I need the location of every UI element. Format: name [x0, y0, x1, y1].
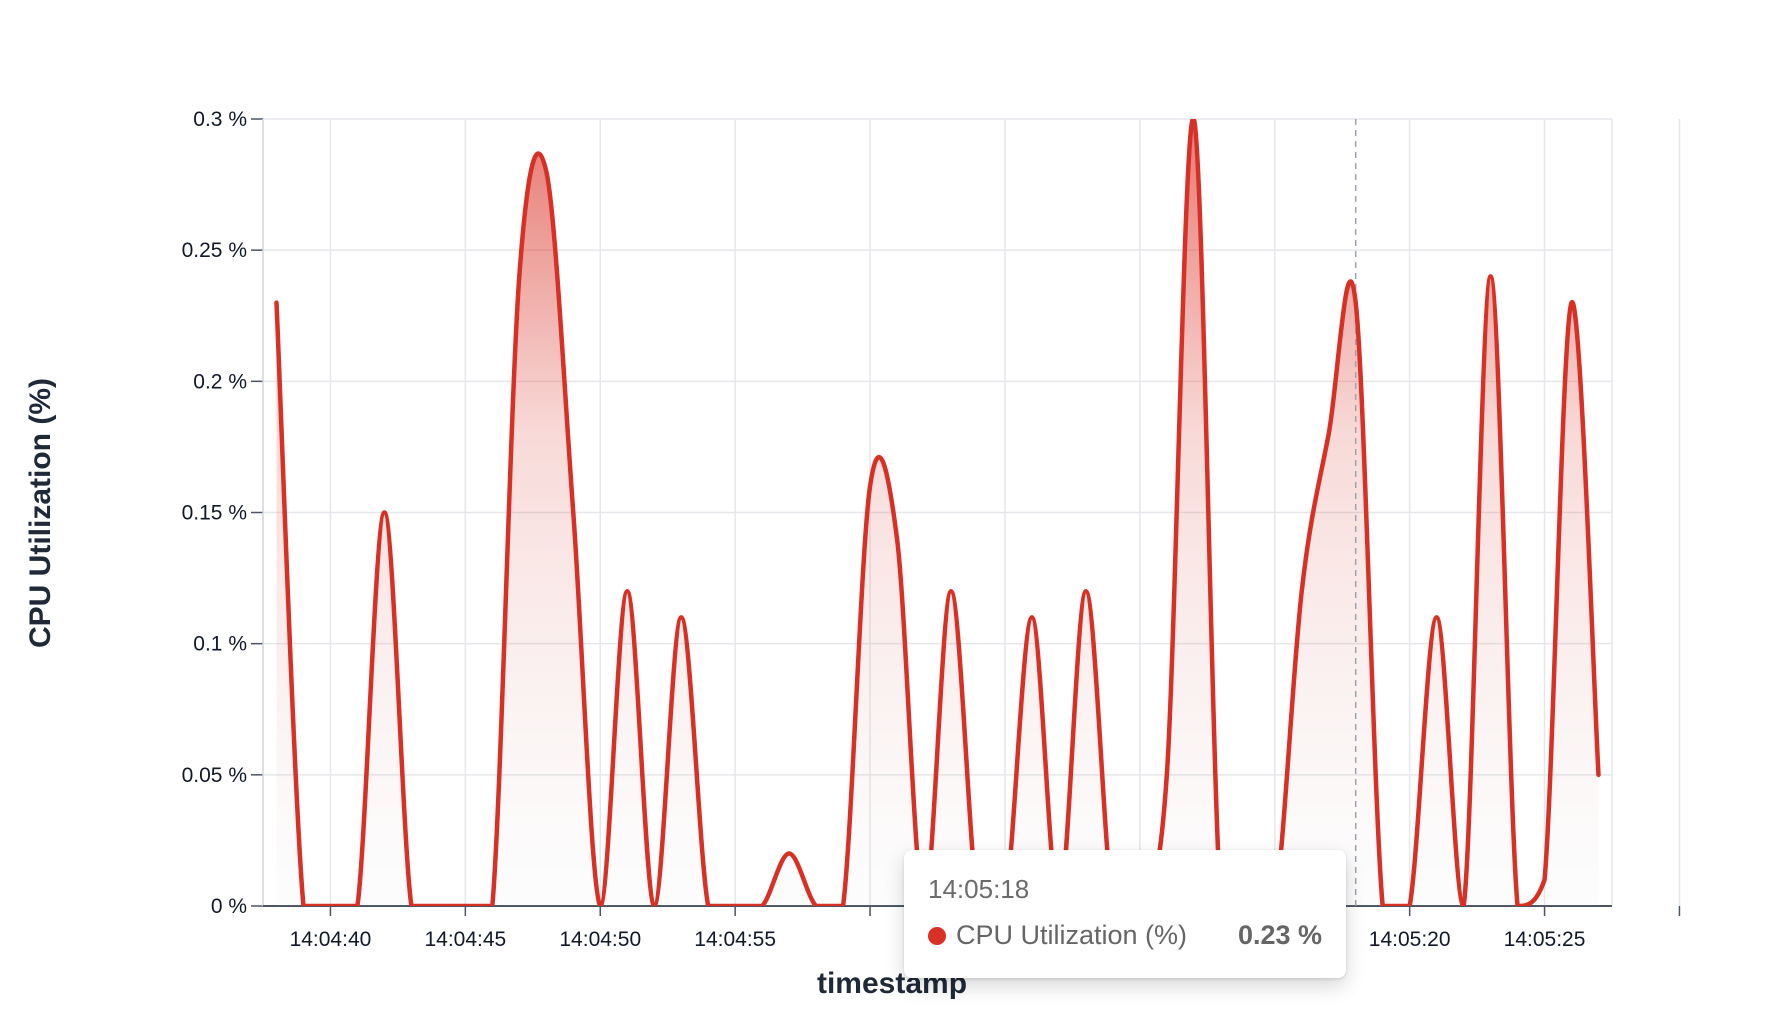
y-tick-label: 0.3 % [193, 108, 247, 131]
data-point[interactable] [1510, 898, 1526, 914]
data-point[interactable] [1537, 872, 1553, 888]
data-point[interactable] [484, 898, 500, 914]
data-point[interactable] [700, 898, 716, 914]
data-point[interactable] [1375, 898, 1391, 914]
data-point[interactable] [781, 846, 797, 862]
data-point[interactable] [808, 898, 824, 914]
x-tick-label: 14:05:20 [1369, 928, 1451, 951]
series-line-cpu-utilization [274, 119, 1601, 906]
grid-lines [263, 118, 1681, 906]
data-point[interactable] [619, 583, 635, 599]
data-point[interactable] [646, 898, 662, 914]
y-tick-label: 0.25 % [182, 239, 247, 262]
tooltip-value: 0.23 % [1237, 920, 1322, 950]
data-point[interactable] [1564, 295, 1580, 311]
x-tick-label: 14:04:55 [694, 928, 776, 951]
data-point[interactable] [1078, 583, 1094, 599]
data-point[interactable] [268, 295, 284, 311]
data-point[interactable] [1429, 609, 1445, 625]
data-point[interactable] [943, 583, 959, 599]
data-point[interactable] [673, 609, 689, 625]
y-tick-label: 0.1 % [193, 633, 247, 656]
data-point[interactable] [1024, 609, 1040, 625]
data-point[interactable] [889, 531, 905, 547]
y-tick-label: 0.15 % [182, 502, 247, 525]
data-point[interactable] [1348, 295, 1364, 311]
data-point[interactable] [403, 898, 419, 914]
tick-labels: 0 % 0.05 % 0.1 % 0.15 % 0.2 % 0.25 % 0.3 % 14:0… [182, 108, 1586, 951]
tooltip-timestamp: 14:05:18 [928, 874, 1030, 904]
data-point[interactable] [835, 898, 851, 914]
data-point[interactable] [349, 898, 365, 914]
tooltip-series-name: CPU Utilization (%) [956, 920, 1188, 950]
tooltip-series-dot [928, 926, 946, 945]
y-tick-label: 0.05 % [182, 764, 247, 787]
series-layer [268, 111, 1607, 914]
x-tick-label: 14:04:45 [424, 928, 506, 951]
x-tick-label: 14:04:50 [559, 928, 641, 951]
y-tick-label: 0.2 % [193, 370, 247, 393]
data-point[interactable] [1294, 583, 1310, 599]
data-point[interactable] [1483, 268, 1499, 284]
data-point[interactable] [430, 898, 446, 914]
data-point[interactable] [1159, 767, 1175, 783]
data-point[interactable] [1321, 426, 1337, 442]
data-point[interactable] [538, 163, 554, 179]
data-point[interactable] [1591, 767, 1607, 783]
y-tick-label: 0 % [211, 895, 247, 918]
hover-tooltip: 14:05:18 CPU Utilization (%) 0.23 % [904, 850, 1346, 978]
data-point[interactable] [565, 505, 581, 521]
data-point[interactable] [295, 898, 311, 914]
data-point[interactable] [511, 268, 527, 284]
data-point[interactable] [862, 478, 878, 494]
data-point[interactable] [1456, 898, 1472, 914]
data-point[interactable] [1186, 111, 1202, 127]
x-tick-label: 14:05:25 [1504, 928, 1586, 951]
tooltip-row: CPU Utilization (%) 0.23 % [928, 922, 1322, 949]
data-point[interactable] [376, 505, 392, 521]
y-axis-title: CPU Utilization (%) [24, 378, 57, 648]
data-point[interactable] [754, 898, 770, 914]
x-tick-label: 14:04:40 [290, 928, 372, 951]
